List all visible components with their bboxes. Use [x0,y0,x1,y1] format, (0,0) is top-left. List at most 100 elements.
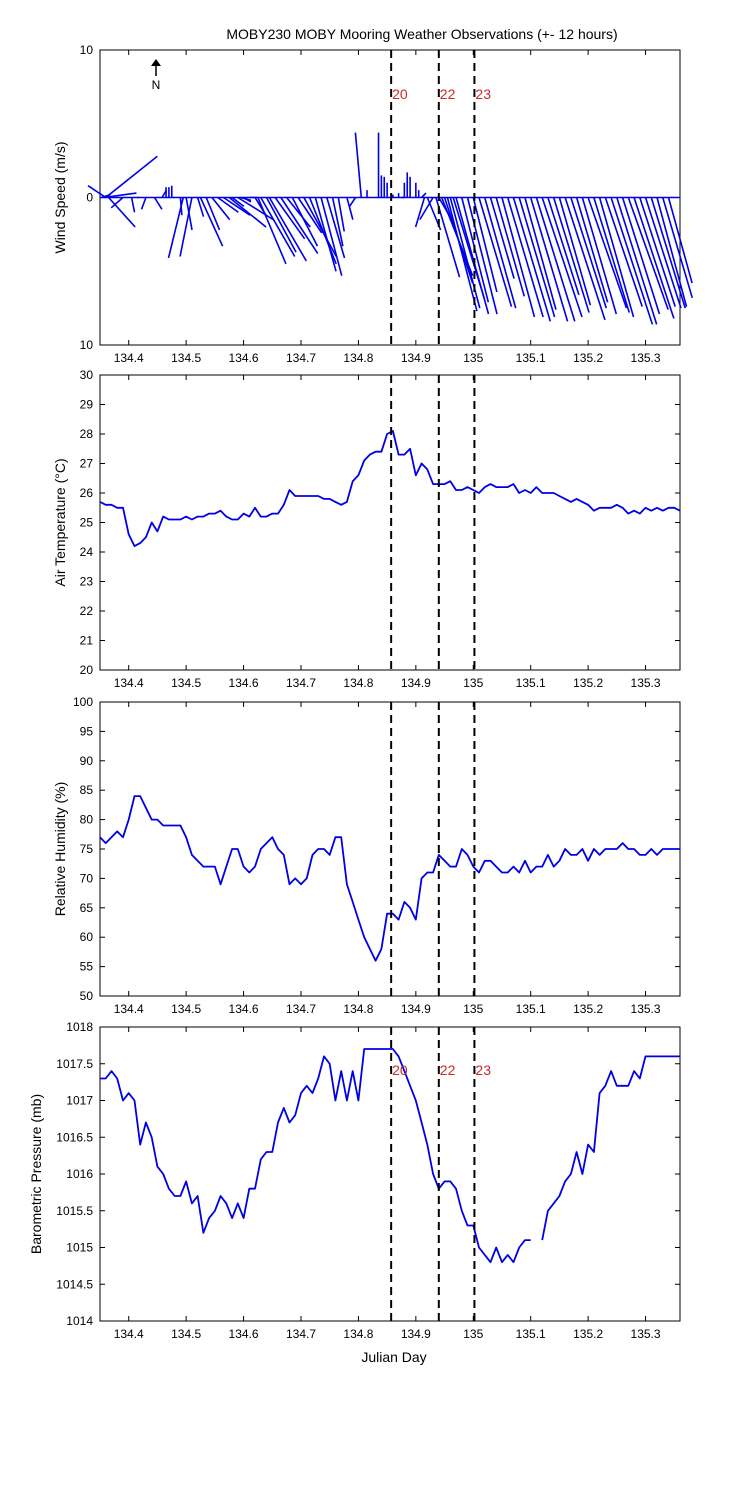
y-tick-label: 10 [80,43,94,57]
y-tick-label: 50 [80,989,94,1003]
wind-vector [265,197,297,253]
x-tick-label: 135.1 [516,676,546,690]
x-tick-label: 134.4 [114,1327,144,1341]
wind-vector [414,197,426,228]
x-tick-label: 134.4 [114,351,144,365]
wind-vector [541,197,583,318]
wind-vector [331,197,344,247]
wind-vector [140,197,147,210]
event-label: 20 [392,1062,408,1078]
x-tick-label: 135.1 [516,1002,546,1016]
wind-vector [211,197,231,221]
wind-vector [303,197,338,257]
x-tick-label: 134.4 [114,676,144,690]
wind-vector [419,197,434,221]
y-tick-label: 1018 [66,1020,93,1034]
y-tick-label: 75 [80,842,94,856]
y-tick-label: 20 [80,663,94,677]
wind-vector [604,197,643,307]
wind-vector [650,197,686,309]
wind-vector [639,197,676,307]
y-tick-label: 10 [80,338,94,352]
y-tick-label: 100 [73,695,93,709]
event-label: 22 [440,86,456,102]
wind-vector [495,197,526,297]
wind-vector [593,197,631,313]
x-tick-label: 135.3 [631,351,661,365]
wind-vector [667,197,693,284]
wind-vector [268,197,307,262]
wind-vector [627,197,669,310]
x-tick-label: 134.6 [229,1327,259,1341]
y-tick-label: 95 [80,724,94,738]
wind-vector [326,197,346,259]
x-tick-label: 134.9 [401,1002,431,1016]
x-tick-label: 134.4 [114,1002,144,1016]
wind-vector [314,197,337,272]
wind-vector [435,197,461,278]
wind-vector [621,197,661,315]
y-tick-label: 1014 [66,1314,93,1328]
event-label: 23 [475,86,491,102]
wind-vector [297,197,323,234]
x-tick-label: 134.7 [286,1327,316,1341]
wind-vector [308,197,337,265]
y-axis-label: Barometric Pressure (mb) [28,1094,44,1254]
chart-panels: 134.4 134.5 134.6 134.7 134.8 134.9 135 135.1 13… [28,43,694,1341]
event-label: 20 [392,86,408,102]
plot-frame [99,1026,681,1322]
wind-vector [167,197,185,259]
wind-vector [501,197,536,318]
wind-vector [529,197,569,322]
y-tick-label: 80 [80,813,94,827]
y-tick-label: 1015 [66,1241,93,1255]
y-tick-label: 1017 [66,1094,93,1108]
wind-vector [506,197,544,318]
chart-title: MOBY230 MOBY Mooring Weather Observation… [226,26,617,42]
wind-vector [598,197,635,318]
x-tick-label: 135 [463,1327,483,1341]
wind-vector [153,197,163,210]
x-tick-label: 134.9 [401,1327,431,1341]
wind-vector [535,197,576,322]
x-tick-label: 135.3 [631,1327,661,1341]
x-tick-label: 135.2 [573,676,603,690]
x-tick-label: 134.5 [171,351,201,365]
x-tick-label: 134.8 [343,1327,373,1341]
x-tick-label: 134.6 [229,351,259,365]
wind-vector [260,197,296,257]
x-tick-label: 134.5 [171,1327,201,1341]
wind-vector [552,197,590,313]
event-label: 22 [440,1062,456,1078]
wind-vector [512,197,552,322]
wind-vector [231,196,245,207]
y-tick-label: 23 [80,575,94,589]
wind-vector [662,197,694,299]
x-tick-label: 134.9 [401,676,431,690]
wind-vector [348,197,357,207]
x-tick-label: 134.5 [171,676,201,690]
wind-vector [291,197,319,247]
wind-vector [489,197,515,279]
wind-vector [257,197,287,265]
wind-vector [130,197,136,213]
north-label: N [152,78,161,92]
x-tick-label: 135.2 [573,1002,603,1016]
panel-2: 134.4 134.5 134.6 134.7 134.8 134.9 135 135.1 13… [52,368,681,690]
y-tick-label: 30 [80,368,94,382]
wind-vector [610,197,654,325]
wind-vector [217,196,239,213]
wind-vector [196,197,205,217]
wind-vector [616,197,658,325]
event-label: 23 [475,1062,491,1078]
x-tick-label: 135.2 [573,1327,603,1341]
wind-vector [656,197,688,307]
y-tick-label: 22 [80,604,94,618]
wind-vector [110,196,124,209]
x-tick-label: 134.9 [401,351,431,365]
x-tick-label: 135.3 [631,676,661,690]
wind-vector [105,155,158,199]
wind-vector [274,197,306,240]
y-axis-label: Relative Humidity (%) [52,782,68,917]
